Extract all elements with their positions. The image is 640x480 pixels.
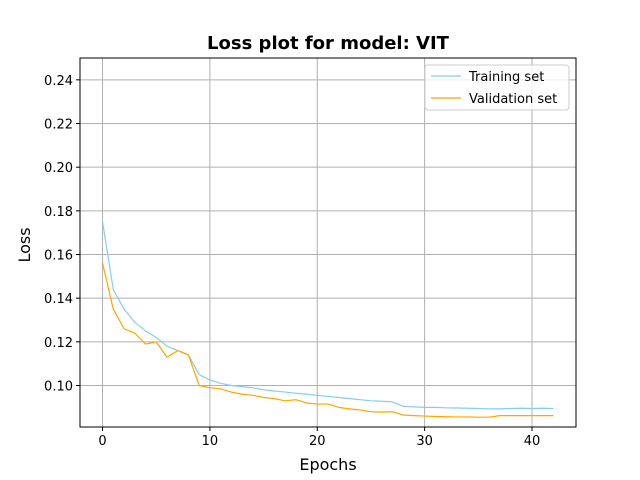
y-tick-label: 0.22 — [44, 118, 73, 133]
y-tick-label: 0.12 — [44, 336, 73, 351]
x-tick-label: 20 — [309, 434, 326, 449]
y-tick-label: 0.14 — [44, 292, 73, 307]
legend: Training set Validation set — [424, 64, 570, 111]
x-axis-ticks: 0 10 20 30 40 — [98, 427, 540, 449]
plot-frame — [79, 57, 577, 428]
y-tick-label: 0.20 — [44, 161, 73, 176]
x-axis-label: Epochs — [299, 455, 356, 474]
y-tick-label: 0.16 — [44, 249, 73, 264]
grid — [80, 58, 576, 427]
x-tick-label: 30 — [416, 434, 433, 449]
y-tick-label: 0.10 — [44, 380, 73, 395]
x-tick-label: 10 — [202, 434, 219, 449]
validation-set-line — [101, 263, 554, 418]
y-tick-label: 0.24 — [44, 74, 73, 89]
y-axis-ticks: 0.10 0.12 0.14 0.16 0.18 0.20 0.22 0.24 — [44, 74, 80, 395]
training-set-line — [101, 221, 554, 410]
x-tick-label: 40 — [524, 434, 541, 449]
chart-title: Loss plot for model: VIT — [207, 33, 450, 54]
y-tick-label: 0.18 — [44, 205, 73, 220]
legend-label-training: Training set — [468, 70, 544, 85]
series-layer — [101, 221, 554, 418]
y-axis-label: Loss — [15, 227, 34, 262]
legend-label-validation: Validation set — [469, 92, 557, 107]
x-tick-label: 0 — [98, 434, 106, 449]
